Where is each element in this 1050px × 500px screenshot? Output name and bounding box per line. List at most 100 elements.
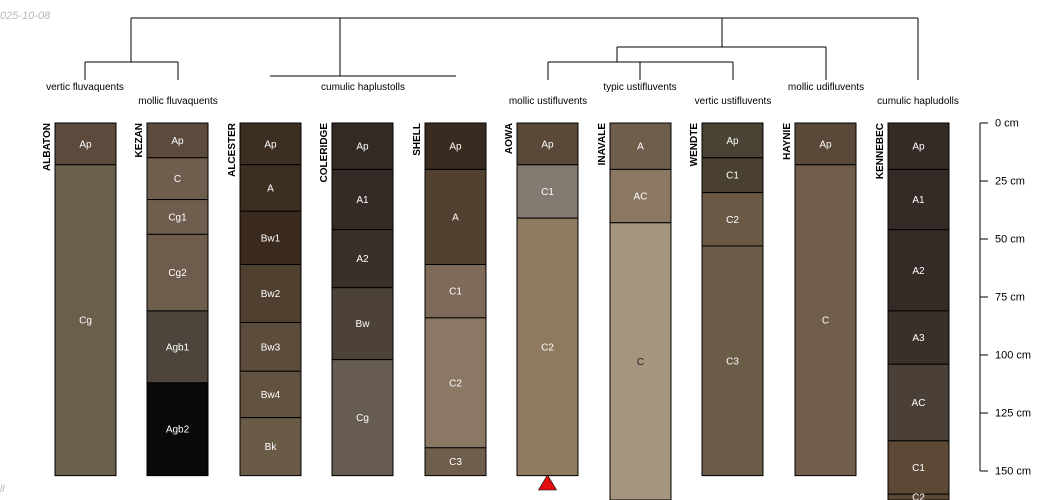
horizon-alcester-bw2 bbox=[239, 264, 302, 324]
stamps: 025-10-08 ll bbox=[0, 10, 51, 495]
horizon-label-kezan-c: C bbox=[174, 174, 181, 185]
horizon-coleridge-a1 bbox=[331, 168, 394, 231]
profile-name-inavale: INAVALE bbox=[597, 123, 608, 166]
profile-haynie: Ap C HAYNIE bbox=[782, 122, 857, 477]
group-label-cumulic-haplustolls: cumulic haplustolls bbox=[321, 82, 405, 93]
profile-name-aowa: AOWA bbox=[504, 123, 515, 154]
horizon-label-aowa-ap: Ap bbox=[541, 139, 554, 150]
horizon-label-alcester-bk: Bk bbox=[265, 442, 278, 453]
dendrogram bbox=[84, 17, 919, 80]
horizon-label-alcester-bw3: Bw3 bbox=[261, 342, 281, 353]
profile-name-haynie: HAYNIE bbox=[782, 123, 793, 160]
horizon-wendte-c3 bbox=[701, 245, 764, 477]
profile-name-alcester: ALCESTER bbox=[227, 122, 238, 177]
horizon-label-alcester-a: A bbox=[267, 183, 274, 194]
horizon-kennebec-ac bbox=[887, 363, 950, 442]
horizon-label-coleridge-a2: A2 bbox=[356, 254, 369, 265]
horizon-kezan-agb2 bbox=[146, 382, 209, 477]
horizon-label-inavale-ac: AC bbox=[634, 192, 648, 203]
profile-kennebec: Ap A1 A2 A3 AC C1 C2 KENNEBEC bbox=[875, 122, 950, 500]
depth-tick-label-0: 0 cm bbox=[995, 118, 1019, 130]
horizon-aowa-c1 bbox=[516, 164, 579, 219]
horizon-alcester-bw1 bbox=[239, 210, 302, 266]
horizon-label-alcester-bw1: Bw1 bbox=[261, 233, 281, 244]
horizon-label-coleridge-bw: Bw bbox=[356, 319, 371, 330]
horizon-label-kennebec-a2: A2 bbox=[912, 266, 925, 277]
markers bbox=[537, 474, 558, 491]
group-label-mollic-ustifluvents: mollic ustifluvents bbox=[509, 96, 587, 107]
horizon-shell-c2 bbox=[424, 317, 487, 449]
profile-aowa: Ap C1 C2 AOWA bbox=[504, 122, 579, 477]
horizon-alcester-a bbox=[239, 164, 302, 212]
horizon-haynie-c bbox=[794, 164, 857, 477]
horizon-coleridge-a2 bbox=[331, 229, 394, 289]
horizon-coleridge-ap bbox=[331, 122, 394, 170]
horizon-label-inavale-a: A bbox=[637, 142, 644, 153]
group-label-vertic-fluvaquents: vertic fluvaquents bbox=[46, 82, 124, 93]
group-label-cumulic-hapludolls: cumulic hapludolls bbox=[877, 96, 959, 107]
horizon-shell-c1 bbox=[424, 264, 487, 319]
profiles: Ap Cg ALBATON Ap C Cg1 Cg2 Agb1 Agb2 KEZAN Ap A Bw1 B… bbox=[42, 122, 950, 500]
horizon-label-shell-a: A bbox=[452, 212, 459, 223]
horizon-kennebec-a3 bbox=[887, 310, 950, 365]
horizon-label-kezan-ap: Ap bbox=[171, 136, 184, 147]
horizon-label-kennebec-ap: Ap bbox=[912, 142, 925, 153]
date-stamp: 025-10-08 bbox=[0, 10, 51, 22]
horizon-label-aowa-c1: C1 bbox=[541, 187, 554, 198]
depth-tick-label-100: 100 cm bbox=[995, 350, 1031, 362]
profile-inavale: A AC C INAVALE bbox=[597, 122, 672, 500]
horizon-label-kezan-cg2: Cg2 bbox=[168, 268, 187, 279]
horizon-aowa-ap bbox=[516, 122, 579, 166]
horizon-label-wendte-c1: C1 bbox=[726, 171, 739, 182]
group-label-typic-ustifluvents: typic ustifluvents bbox=[603, 82, 676, 93]
horizon-label-kezan-agb2: Agb2 bbox=[166, 425, 190, 436]
horizon-wendte-c1 bbox=[701, 157, 764, 194]
horizon-inavale-c bbox=[609, 222, 672, 500]
horizon-label-wendte-c2: C2 bbox=[726, 215, 739, 226]
depth-tick-label-75: 75 cm bbox=[995, 292, 1025, 304]
group-label-mollic-udifluvents: mollic udifluvents bbox=[788, 82, 864, 93]
horizon-label-shell-ap: Ap bbox=[449, 142, 462, 153]
horizon-label-coleridge-cg: Cg bbox=[356, 413, 369, 424]
horizon-label-kennebec-a1: A1 bbox=[912, 195, 925, 206]
horizon-coleridge-bw bbox=[331, 287, 394, 361]
horizon-kezan-agb1 bbox=[146, 310, 209, 384]
profile-name-coleridge: COLERIDGE bbox=[319, 123, 330, 183]
profile-alcester: Ap A Bw1 Bw2 Bw3 Bw4 Bk ALCESTER bbox=[227, 122, 302, 477]
horizon-shell-ap bbox=[424, 122, 487, 170]
profile-kezan: Ap C Cg1 Cg2 Agb1 Agb2 KEZAN bbox=[134, 122, 209, 477]
horizon-kennebec-a1 bbox=[887, 168, 950, 231]
profile-wendte: Ap C1 C2 C3 WENDTE bbox=[689, 122, 764, 477]
horizon-albaton-cg bbox=[54, 164, 117, 477]
horizon-kennebec-ap bbox=[887, 122, 950, 170]
marker-aowa-triangle bbox=[537, 474, 558, 491]
horizon-label-kennebec-c2: C2 bbox=[912, 493, 925, 500]
profile-name-albaton: ALBATON bbox=[42, 123, 53, 171]
horizon-label-aowa-c2: C2 bbox=[541, 342, 554, 353]
profile-name-wendte: WENDTE bbox=[689, 123, 700, 167]
horizon-label-kennebec-ac: AC bbox=[912, 398, 926, 409]
horizon-label-inavale-c: C bbox=[637, 357, 644, 368]
depth-axis: 0 cm 25 cm 50 cm 75 cm 100 cm 125 cm 150 cm bbox=[979, 118, 1031, 478]
depth-tick-label-125: 125 cm bbox=[995, 408, 1031, 420]
group-labels: vertic fluvaquents mollic fluvaquents cumu… bbox=[46, 82, 959, 107]
depth-tick-label-25: 25 cm bbox=[995, 176, 1025, 188]
horizon-label-haynie-c: C bbox=[822, 316, 829, 327]
horizon-alcester-bw3 bbox=[239, 322, 302, 372]
horizon-kezan-c bbox=[146, 157, 209, 201]
corner-mark: ll bbox=[0, 484, 5, 495]
horizon-haynie-ap bbox=[794, 122, 857, 166]
horizon-kennebec-c2 bbox=[887, 493, 950, 500]
horizon-shell-c3 bbox=[424, 447, 487, 477]
horizon-label-wendte-c3: C3 bbox=[726, 356, 739, 367]
horizon-coleridge-cg bbox=[331, 359, 394, 477]
horizon-alcester-bw4 bbox=[239, 370, 302, 419]
horizon-label-alcester-ap: Ap bbox=[264, 139, 277, 150]
group-label-vertic-ustifluvents: vertic ustifluvents bbox=[695, 96, 772, 107]
horizon-shell-a bbox=[424, 168, 487, 266]
horizon-label-kennebec-a3: A3 bbox=[912, 333, 925, 344]
profile-coleridge: Ap A1 A2 Bw Cg COLERIDGE bbox=[319, 122, 394, 477]
profile-name-kennebec: KENNEBEC bbox=[875, 123, 886, 179]
profile-shell: Ap A C1 C2 C3 SHELL bbox=[412, 122, 487, 477]
